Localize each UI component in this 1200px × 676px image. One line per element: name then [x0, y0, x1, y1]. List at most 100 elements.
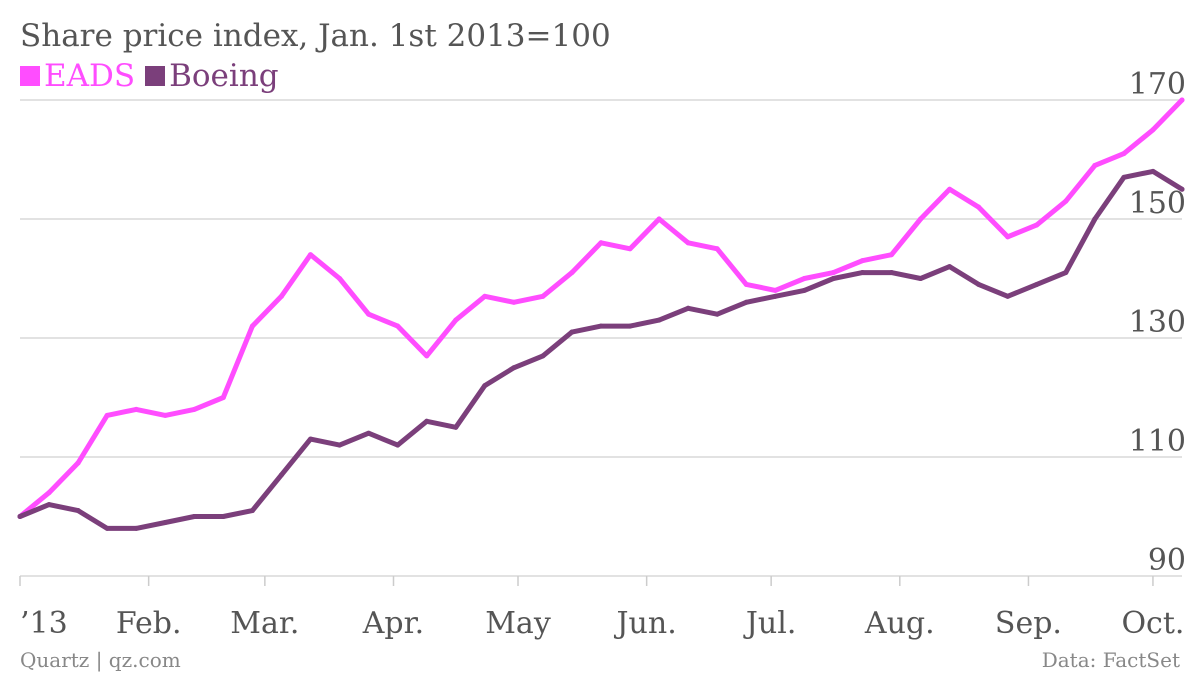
data-point-boeing [918, 276, 924, 281]
data-point-boeing [656, 317, 662, 323]
data-point-eads [104, 412, 110, 418]
data-point-eads [656, 216, 662, 222]
y-tick-label: 150 [1129, 186, 1186, 221]
data-point-boeing [104, 525, 110, 531]
data-point-eads [1063, 198, 1069, 204]
data-point-eads [859, 258, 865, 264]
data-point-boeing [395, 442, 401, 448]
data-point-boeing [714, 311, 720, 317]
data-point-boeing [598, 323, 604, 329]
x-tick-label: Aug. [864, 606, 935, 641]
legend-item-eads: EADS [20, 58, 135, 94]
series-line-boeing [17, 168, 1185, 531]
data-point-eads [540, 293, 546, 299]
data-point-eads [220, 395, 226, 400]
y-tick-label: 170 [1129, 67, 1186, 102]
data-point-eads [162, 412, 168, 418]
data-point-boeing [1063, 270, 1069, 276]
legend-swatch-eads [20, 66, 40, 86]
y-tick-label: 110 [1129, 424, 1186, 459]
x-tick-label: May [485, 606, 551, 641]
legend: EADS Boeing [20, 58, 279, 94]
data-point-boeing [453, 424, 459, 430]
chart-title: Share price index, Jan. 1st 2013=100 [20, 18, 611, 54]
data-point-eads [685, 240, 691, 246]
data-point-boeing [308, 436, 313, 442]
y-tick-label: 130 [1129, 305, 1186, 340]
series-lines [17, 97, 1185, 531]
data-point-boeing [859, 270, 865, 276]
x-tick-label: Oct. [1121, 606, 1184, 641]
data-point-eads [191, 406, 197, 412]
data-point-eads [133, 406, 139, 412]
data-point-eads [947, 186, 953, 192]
data-point-boeing [1179, 186, 1185, 192]
data-point-boeing [46, 502, 52, 508]
data-point-eads [1150, 127, 1156, 133]
y-axis: 90 110 130 150 170 [1129, 67, 1186, 578]
data-point-eads [1034, 222, 1040, 228]
data-point-eads [772, 287, 778, 293]
grid [20, 99, 1182, 577]
data-point-eads [1121, 151, 1127, 157]
data-point-boeing [540, 353, 546, 359]
data-point-boeing [1150, 168, 1156, 174]
data-point-boeing [801, 287, 807, 293]
source-credit: Quartz | qz.com [20, 648, 181, 672]
data-point-boeing [511, 365, 517, 371]
x-tick-label: Sep. [995, 606, 1062, 641]
data-point-boeing [249, 508, 255, 514]
data-point-boeing [191, 514, 197, 519]
x-axis: ’13 Feb. Mar. Apr. May Jun. Jul. Aug. Sep. Oct. [19, 576, 1184, 641]
series-line-eads [17, 97, 1185, 519]
data-point-eads [1005, 234, 1011, 240]
data-point-eads [976, 204, 982, 210]
data-point-eads [889, 252, 894, 258]
data-point-boeing [482, 383, 488, 389]
x-tick-label: Jul. [743, 606, 796, 641]
data-point-boeing [947, 264, 953, 270]
x-tick-label: Feb. [116, 606, 182, 641]
data-point-eads [424, 353, 430, 359]
data-point-boeing [75, 508, 81, 514]
data-point-eads [278, 293, 284, 299]
data-point-boeing [337, 442, 343, 448]
legend-swatch-boeing [145, 66, 166, 86]
data-point-eads [714, 246, 720, 252]
data-point-eads [46, 490, 52, 496]
data-point-eads [830, 270, 836, 276]
data-point-boeing [569, 329, 575, 335]
data-point-eads [75, 460, 81, 466]
data-point-boeing [424, 418, 430, 424]
data-point-eads [569, 270, 575, 276]
data-point-eads [801, 276, 807, 281]
data-point-eads [249, 323, 255, 329]
data-point-boeing [1034, 281, 1040, 287]
data-point-boeing [366, 430, 372, 436]
data-point-boeing [772, 293, 778, 299]
data-point-boeing [220, 514, 226, 519]
data-point-eads [482, 293, 488, 299]
data-point-eads [308, 252, 313, 258]
data-point-eads [743, 281, 749, 287]
data-source: Data: FactSet [1041, 648, 1180, 672]
data-point-boeing [1121, 174, 1127, 180]
data-point-boeing [278, 472, 284, 478]
data-point-boeing [133, 525, 139, 531]
data-point-boeing [17, 514, 23, 519]
x-tick-label: Mar. [230, 606, 299, 641]
data-point-boeing [685, 305, 691, 311]
legend-label-eads: EADS [44, 58, 136, 94]
legend-label-boeing: Boeing [169, 58, 279, 94]
x-tick-label: Apr. [362, 606, 424, 641]
data-point-eads [366, 311, 372, 317]
data-point-eads [918, 216, 924, 222]
x-tick-label: ’13 [20, 606, 68, 641]
data-point-eads [511, 299, 517, 305]
data-point-eads [1179, 97, 1185, 103]
data-point-eads [395, 323, 401, 329]
legend-item-boeing: Boeing [145, 58, 279, 94]
data-point-eads [1092, 162, 1098, 168]
